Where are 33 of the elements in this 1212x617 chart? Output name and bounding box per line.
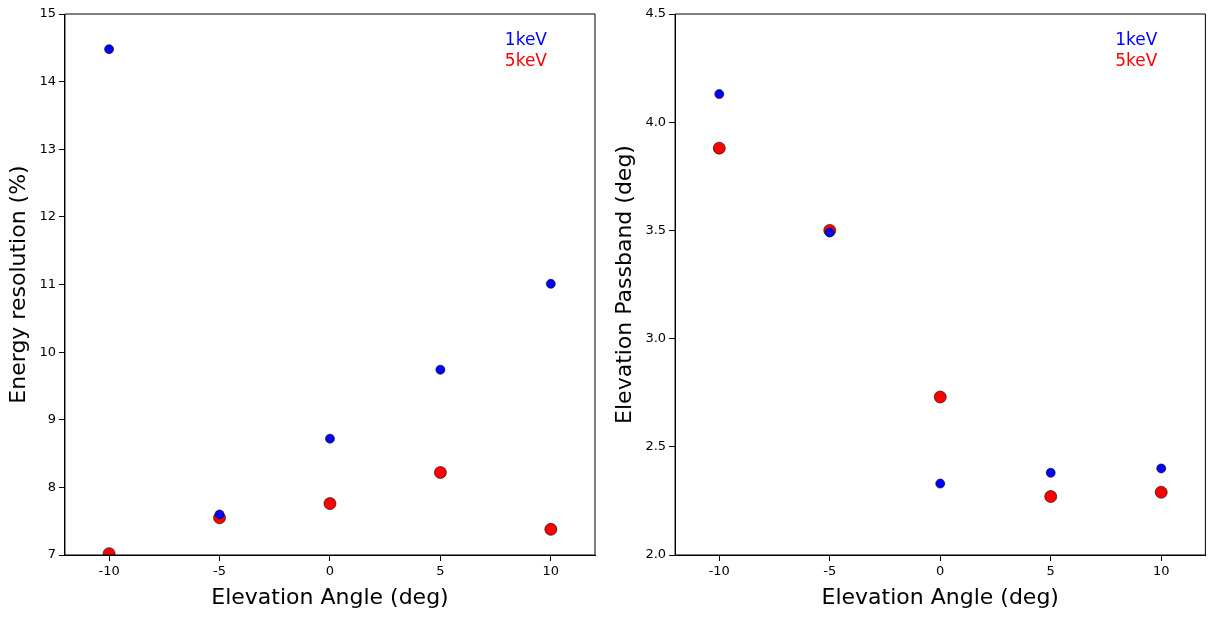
y-tick-label: 9 (47, 411, 56, 427)
x-tick-label: -5 (823, 563, 837, 579)
x-tick-label: 0 (936, 563, 945, 579)
x-tick-label: 10 (1152, 563, 1170, 579)
text: 1keV (1115, 28, 1158, 49)
y-tick-label: 3.5 (645, 221, 667, 237)
y-tick-label: 7 (47, 546, 56, 562)
x-axis-title: Elevation Angle (deg) (211, 583, 449, 609)
y-tick-label: 4.0 (645, 113, 667, 129)
text: 1keV (504, 28, 548, 49)
y-axis-title: Elevation Passband (deg) (610, 145, 636, 424)
x-tick-label: -5 (213, 563, 227, 579)
y-tick-label: 11 (39, 275, 56, 291)
x-tick-label: -10 (98, 563, 120, 579)
y-axis-title: Energy resolution (%) (4, 165, 30, 404)
x-tick-label: 10 (542, 563, 560, 579)
y-tick-label: 12 (39, 208, 56, 224)
y-tick-label: 2.0 (645, 546, 667, 562)
x-tick-label: 5 (436, 563, 445, 579)
text: 5keV (1115, 49, 1158, 70)
x-axis-title: Elevation Angle (deg) (821, 583, 1059, 609)
y-tick-label: 3.0 (645, 329, 667, 345)
y-tick-label: 10 (39, 343, 56, 359)
x-tick-label: -10 (708, 563, 730, 579)
y-tick-label: 13 (39, 140, 56, 156)
y-tick-label: 14 (39, 73, 56, 88)
y-tick-label: 15 (39, 5, 56, 21)
y-tick-label: 2.5 (645, 438, 667, 454)
x-tick-label: 5 (1046, 563, 1055, 579)
text: 5keV (504, 49, 548, 70)
y-tick-label: 4.5 (645, 5, 667, 21)
x-tick-label: 0 (325, 563, 335, 579)
y-tick-label: 8 (47, 478, 56, 494)
